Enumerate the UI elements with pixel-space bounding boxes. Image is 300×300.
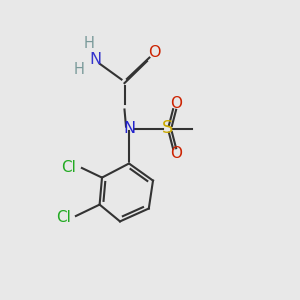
Text: Cl: Cl xyxy=(56,210,71,225)
Text: N: N xyxy=(89,52,101,68)
Text: H: H xyxy=(84,36,95,51)
Text: O: O xyxy=(170,146,182,161)
Text: H: H xyxy=(73,61,84,76)
Text: Cl: Cl xyxy=(61,160,76,175)
Text: S: S xyxy=(162,119,173,137)
Text: O: O xyxy=(170,96,182,111)
Text: N: N xyxy=(124,121,136,136)
Text: O: O xyxy=(148,45,161,60)
